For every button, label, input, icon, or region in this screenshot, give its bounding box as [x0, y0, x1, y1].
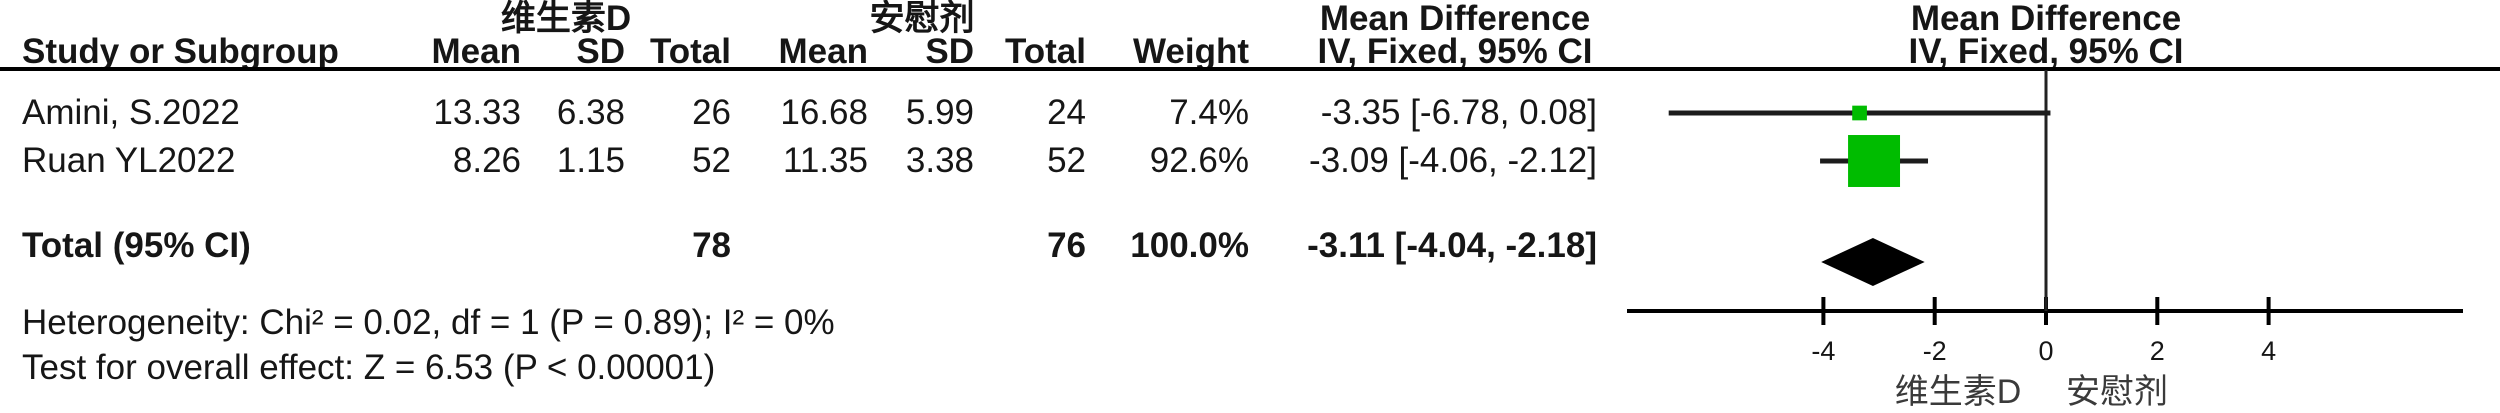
- favours-control-label: 安慰剂: [2066, 373, 2168, 411]
- group-header-experimental: 维生素D: [500, 0, 632, 38]
- col-header-mean-exp: Mean: [431, 32, 521, 71]
- axis-tick-label: 2: [2150, 336, 2165, 366]
- column-header-row: Study or Subgroup Mean SD Total Mean SD …: [0, 34, 2500, 70]
- total-exp: 52: [692, 141, 731, 180]
- col-header-study: Study or Subgroup: [22, 32, 339, 71]
- col-header-sd-exp: SD: [576, 32, 625, 71]
- study-name: Amini, S.2022: [22, 93, 240, 132]
- axis-tick-label: 4: [2261, 336, 2276, 366]
- mean-ctrl: 16.68: [780, 93, 868, 132]
- weight: 92.6%: [1149, 141, 1249, 180]
- axis-tick-label: 0: [2038, 336, 2053, 366]
- heterogeneity-text: Heterogeneity: Chi² = 0.02, df = 1 (P = …: [22, 303, 835, 342]
- total-ctrl: 24: [1047, 93, 1086, 132]
- sd-exp: 6.38: [556, 93, 625, 132]
- total-weight: 100.0%: [1130, 226, 1249, 265]
- sd-ctrl: 5.99: [905, 93, 974, 132]
- group-header-mean-difference-text: Mean Difference: [1319, 0, 1591, 38]
- col-header-iv-fixed-ci: IV, Fixed, 95% CI: [1317, 32, 1593, 71]
- weight: 7.4%: [1169, 93, 1249, 132]
- col-header-iv-fixed-ci-plot: IV, Fixed, 95% CI: [1908, 32, 2184, 71]
- sd-exp: 1.15: [556, 141, 625, 180]
- header-underline: [0, 67, 2500, 71]
- col-header-sd-ctrl: SD: [925, 32, 974, 71]
- sd-ctrl: 3.38: [905, 141, 974, 180]
- group-header-control: 安慰剂: [869, 0, 975, 38]
- mean-exp: 13.33: [433, 93, 521, 132]
- mean-exp: 8.26: [452, 141, 521, 180]
- col-header-total-ctrl: Total: [1004, 32, 1086, 71]
- total-diamond: [1821, 238, 1925, 286]
- ci-estimate: -3.35 [-6.78, 0.08]: [1320, 93, 1597, 132]
- favours-experimental-label: 维生素D: [1895, 373, 2022, 411]
- total-row: Total (95% CI) 78 76 100.0% -3.11 [-4.04…: [0, 228, 1650, 264]
- axis-tick-label: -4: [1811, 336, 1835, 366]
- col-header-mean-ctrl: Mean: [778, 32, 868, 71]
- axis-tick-label: -2: [1923, 336, 1947, 366]
- total-label: Total (95% CI): [22, 226, 251, 265]
- group-header-mean-difference-plot: Mean Difference: [1910, 0, 2182, 38]
- table-row: Ruan YL2022 8.26 1.15 52 11.35 3.38 52 92.6% -3.…: [0, 143, 1650, 179]
- col-header-weight: Weight: [1132, 32, 1249, 71]
- ci-estimate: -3.09 [-4.06, -2.12]: [1309, 141, 1597, 180]
- total-n-ctrl: 76: [1047, 226, 1086, 265]
- total-ci-estimate: -3.11 [-4.04, -2.18]: [1307, 226, 1597, 265]
- overall-effect-text: Test for overall effect: Z = 6.53 (P < 0…: [22, 348, 716, 387]
- mean-ctrl: 11.35: [783, 141, 868, 180]
- total-exp: 26: [692, 93, 731, 132]
- table-row: Amini, S.2022 13.33 6.38 26 16.68 5.99 24 7.4% -…: [0, 95, 1650, 131]
- effect-square: [1852, 105, 1867, 121]
- col-header-total-exp: Total: [649, 32, 731, 71]
- effect-square: [1848, 135, 1901, 187]
- study-name: Ruan YL2022: [22, 141, 236, 180]
- total-n-exp: 78: [692, 226, 731, 265]
- total-ctrl: 52: [1047, 141, 1086, 180]
